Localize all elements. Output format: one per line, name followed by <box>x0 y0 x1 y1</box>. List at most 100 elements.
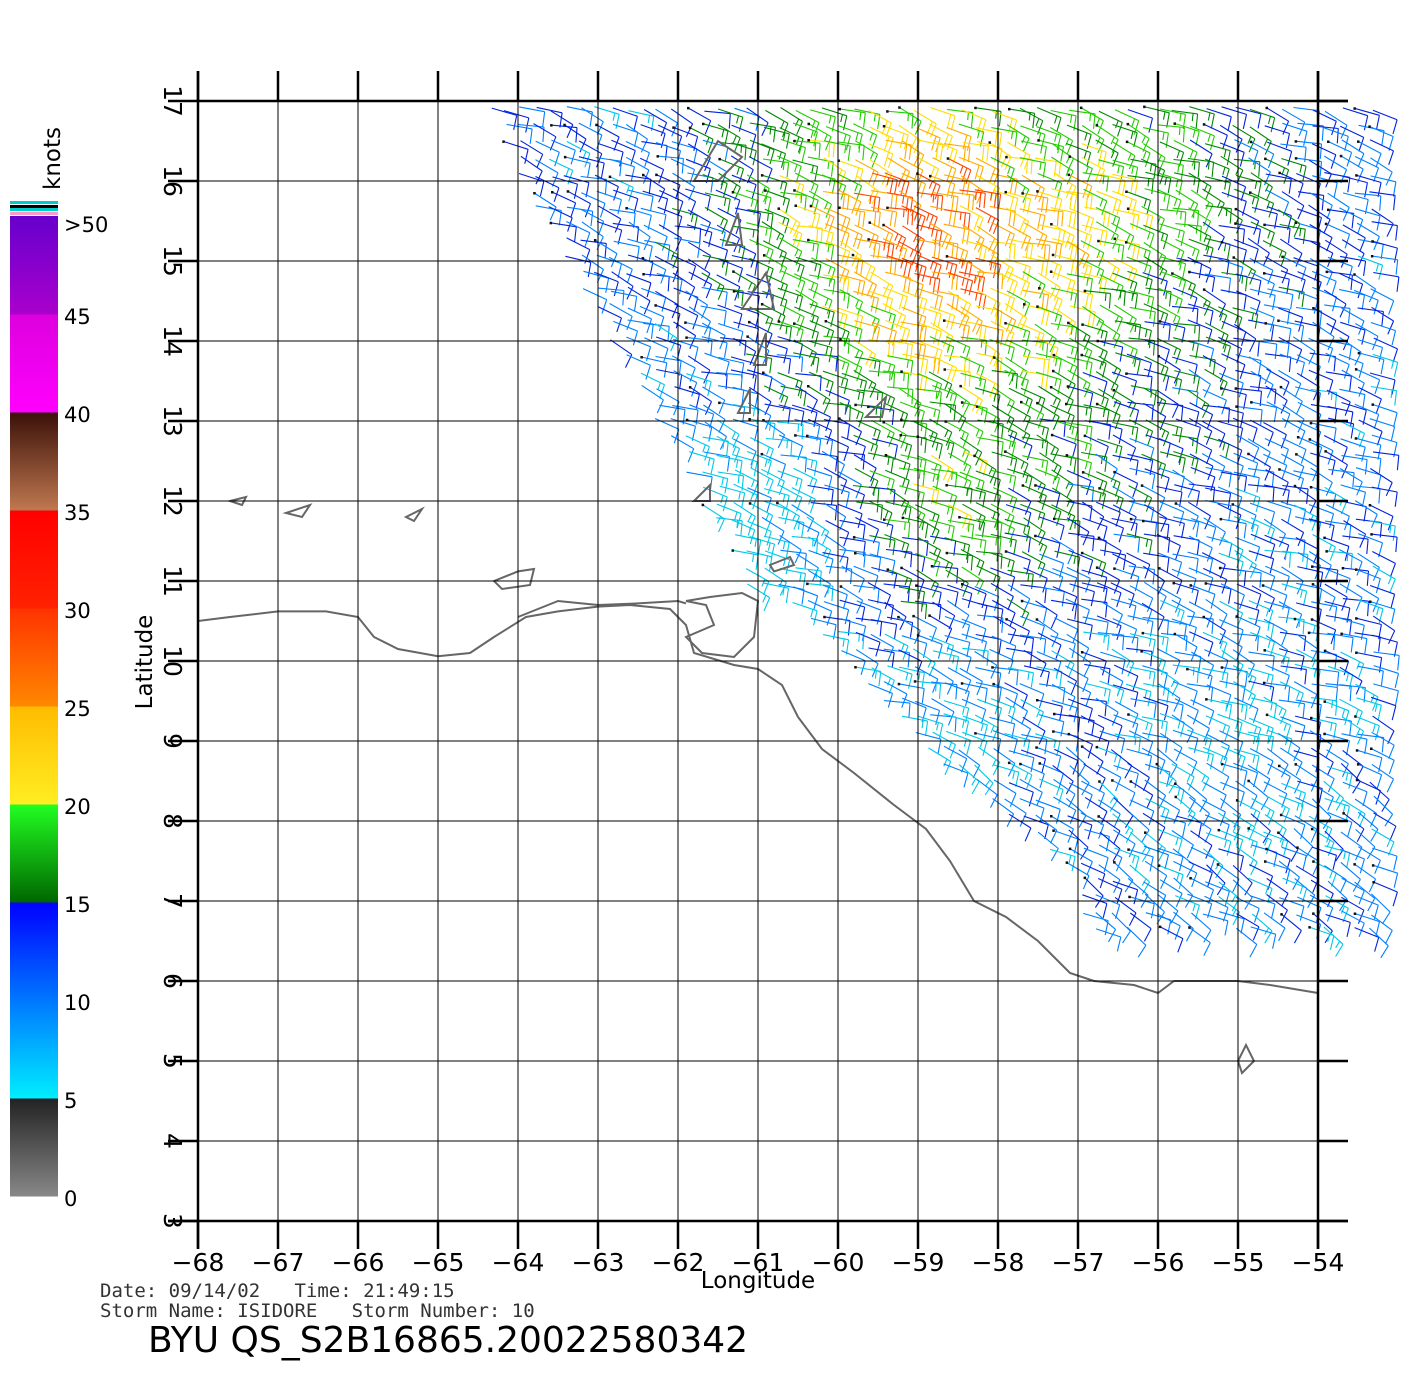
wind-barb <box>962 731 988 756</box>
wind-barb <box>958 749 981 779</box>
rain-flag-marker <box>1127 713 1130 716</box>
wind-barb <box>1099 304 1123 332</box>
wind-barb <box>1050 223 1075 250</box>
wind-barb <box>1156 371 1183 395</box>
wind-barb <box>960 355 985 382</box>
wind-barb <box>1099 549 1127 570</box>
rain-flag-marker <box>1249 191 1252 194</box>
wind-barb <box>1249 288 1276 311</box>
wind-barb <box>595 156 622 177</box>
wind-barb <box>810 257 836 283</box>
wind-barb <box>1188 535 1213 562</box>
rain-flag-marker <box>960 682 964 685</box>
rain-flag-marker <box>1205 698 1208 701</box>
wind-barb <box>1111 288 1138 309</box>
wind-barb <box>1006 207 1030 236</box>
rain-flag-marker <box>1368 504 1372 507</box>
wind-barb <box>1068 714 1095 736</box>
rain-flag-marker <box>1126 122 1130 126</box>
wind-barb <box>808 190 833 218</box>
wind-barb <box>1158 567 1183 595</box>
wind-barb <box>1080 812 1105 839</box>
wind-barb <box>867 518 894 541</box>
wind-barb <box>1205 881 1230 906</box>
wind-barb <box>1098 780 1119 812</box>
wind-barb <box>1126 748 1153 771</box>
wind-barb <box>901 715 929 736</box>
rain-flag-marker <box>897 682 901 686</box>
wind-barb <box>596 190 622 215</box>
wind-barb <box>1188 207 1212 235</box>
wind-barb <box>1232 124 1256 153</box>
wind-barb <box>839 289 864 316</box>
wind-barb <box>1006 647 1033 668</box>
wind-barb <box>1141 650 1167 676</box>
rain-flag-marker <box>899 434 902 437</box>
wind-barb <box>960 336 988 356</box>
colorbar-overflow-strip <box>10 212 58 215</box>
rain-flag-marker <box>762 371 765 374</box>
wind-barb <box>1264 534 1290 560</box>
rain-flag-marker <box>1368 125 1371 128</box>
wind-barb <box>1339 583 1363 612</box>
margarita-coastline <box>492 567 536 591</box>
rain-flag-marker <box>1113 861 1116 864</box>
wind-barb <box>1339 666 1363 695</box>
wind-barb <box>764 189 791 214</box>
wind-barb <box>900 600 928 620</box>
wind-barb <box>1279 897 1305 921</box>
rain-flag-marker <box>1095 566 1099 569</box>
wind-barb <box>657 155 684 174</box>
rain-flag-marker <box>1052 369 1055 373</box>
wind-barb <box>1250 141 1275 168</box>
wind-barb <box>1111 222 1135 251</box>
wind-barb <box>686 373 712 397</box>
wind-barb <box>1171 109 1199 129</box>
wind-barb <box>1324 830 1344 862</box>
wind-barb <box>960 385 983 414</box>
wind-barb <box>1369 781 1390 812</box>
wind-barb <box>566 221 591 247</box>
rain-flag-marker <box>1008 107 1011 111</box>
wind-barb <box>1035 733 1061 757</box>
rain-flag-marker <box>960 401 964 404</box>
wind-barb <box>597 205 622 233</box>
wind-barb <box>1126 533 1153 555</box>
rain-flag-marker <box>1235 405 1238 408</box>
wind-barb <box>1267 748 1289 778</box>
wind-barb <box>1156 533 1181 560</box>
lon-tick-label: −62 <box>652 1248 705 1277</box>
wind-barb <box>1371 221 1398 241</box>
rain-flag-marker <box>1220 762 1224 766</box>
rain-flag-marker <box>1250 401 1253 404</box>
wind-barb <box>1340 321 1366 345</box>
wind-barb <box>796 553 819 582</box>
lon-tick-label: −54 <box>1292 1248 1345 1277</box>
wind-barb <box>1053 667 1078 695</box>
wind-barb <box>731 174 757 200</box>
wind-barb <box>917 254 942 280</box>
wind-barb <box>1354 403 1380 429</box>
wind-barb <box>1053 419 1079 443</box>
wind-barb <box>1190 125 1215 151</box>
wind-barb <box>808 536 832 564</box>
wind-barb <box>1324 700 1350 726</box>
wind-barb <box>1188 287 1211 316</box>
wind-barb <box>1281 518 1305 547</box>
wind-barb <box>1339 468 1363 496</box>
rain-flag-marker <box>1127 848 1130 851</box>
rain-flag-marker <box>1281 255 1284 259</box>
wind-barb <box>854 192 881 213</box>
rain-flag-marker <box>1264 860 1267 863</box>
wind-barb <box>885 501 912 523</box>
wind-barb <box>807 385 831 414</box>
wind-barb <box>777 372 803 397</box>
wind-barb <box>1158 683 1181 712</box>
wind-barb <box>990 516 1016 543</box>
rain-flag-marker <box>882 125 886 128</box>
wind-barb <box>795 204 821 229</box>
wind-barb <box>1369 584 1396 609</box>
wind-barb <box>1249 864 1274 891</box>
wind-barb <box>1309 438 1334 465</box>
wind-barb <box>793 273 819 299</box>
